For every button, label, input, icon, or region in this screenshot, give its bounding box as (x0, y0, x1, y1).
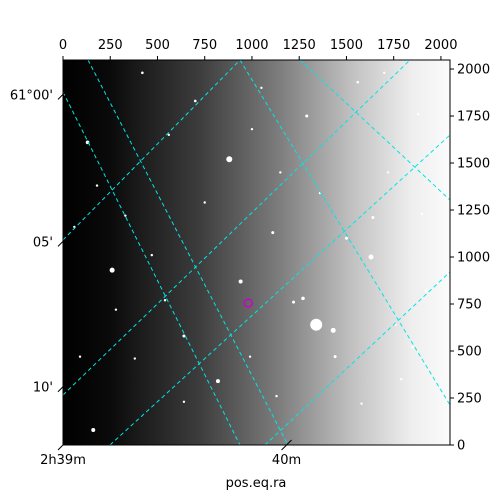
star (383, 71, 386, 74)
star (279, 171, 282, 174)
star (238, 279, 243, 284)
star (371, 216, 375, 220)
ra-tick-label: 2h39m (40, 453, 86, 468)
y-right-tick-label: 2000 (457, 63, 490, 78)
grid-line (63, 91, 241, 445)
star (78, 355, 82, 358)
x-top-tick-label: 1750 (377, 38, 410, 53)
star (203, 201, 206, 204)
star (182, 400, 186, 403)
star (330, 327, 336, 333)
ra-tick-label: 40m (272, 453, 301, 468)
x-top-tick-label: 750 (192, 38, 217, 53)
star (275, 394, 278, 398)
star (333, 355, 337, 359)
ra-tick (281, 439, 292, 451)
star (368, 254, 374, 260)
star (193, 99, 197, 103)
y-right-tick-label: 1750 (457, 110, 490, 125)
star (360, 402, 363, 405)
y-right-tick-label: 0 (457, 439, 465, 454)
x-axis-title: pos.eq.ra (226, 476, 287, 491)
y-right-tick-label: 750 (457, 298, 482, 313)
star (95, 184, 99, 187)
star (310, 318, 323, 331)
star (124, 214, 127, 217)
star (301, 296, 305, 301)
y-right-tick-label: 500 (457, 345, 482, 360)
star (305, 114, 309, 118)
sky-image (63, 60, 450, 445)
grid-line (87, 60, 289, 445)
star (411, 346, 414, 349)
star (400, 378, 403, 381)
star (424, 289, 428, 293)
plot-frame (62, 59, 451, 446)
star (226, 156, 233, 163)
star (91, 427, 96, 432)
star (271, 231, 275, 235)
star (109, 267, 115, 273)
world-grid (63, 60, 450, 445)
grid-line (239, 60, 450, 406)
x-top-tick-label: 500 (145, 38, 170, 53)
star (344, 236, 348, 240)
star (250, 127, 254, 131)
star (114, 308, 118, 311)
star (150, 253, 154, 257)
stars (73, 71, 428, 432)
y-right-tick-label: 1000 (457, 251, 490, 266)
star (182, 334, 186, 338)
x-top-tick-label: 1500 (330, 38, 363, 53)
dec-tick-label: 10' (33, 381, 53, 396)
star (248, 355, 252, 358)
star (417, 112, 420, 116)
y-right-tick-label: 1500 (457, 157, 490, 172)
target-marker (243, 298, 253, 308)
dec-tick (57, 236, 69, 247)
dec-tick (57, 89, 69, 100)
axis-ticks: 0 250 500 750 1000 1250 1500 1750 2000 0 250 500 750… (10, 38, 490, 468)
x-top-tick-label: 1000 (235, 38, 268, 53)
x-top-tick-label: 250 (98, 38, 123, 53)
x-top-tick-label: 2000 (424, 38, 457, 53)
dec-tick (57, 381, 69, 393)
dec-tick-label: 61°00' (10, 88, 53, 103)
star (141, 71, 144, 75)
x-top-tick-label: 1250 (283, 38, 316, 53)
star (163, 299, 167, 302)
y-right-tick-label: 250 (457, 392, 482, 407)
star (215, 379, 220, 384)
star (292, 300, 296, 304)
dec-tick-label: 05' (33, 235, 53, 250)
star (386, 171, 390, 174)
star (260, 86, 263, 90)
target-circle (243, 298, 253, 308)
image-layer (63, 60, 450, 445)
star (167, 133, 171, 137)
grid-line (63, 60, 411, 396)
star (133, 357, 137, 360)
star (356, 80, 360, 84)
ra-tick (57, 439, 69, 451)
grid-line (264, 271, 450, 445)
grid-line (299, 60, 450, 201)
grid-line (63, 60, 241, 241)
x-top-tick-label: 0 (59, 38, 67, 53)
star (420, 212, 424, 215)
y-right-tick-label: 1250 (457, 204, 490, 219)
